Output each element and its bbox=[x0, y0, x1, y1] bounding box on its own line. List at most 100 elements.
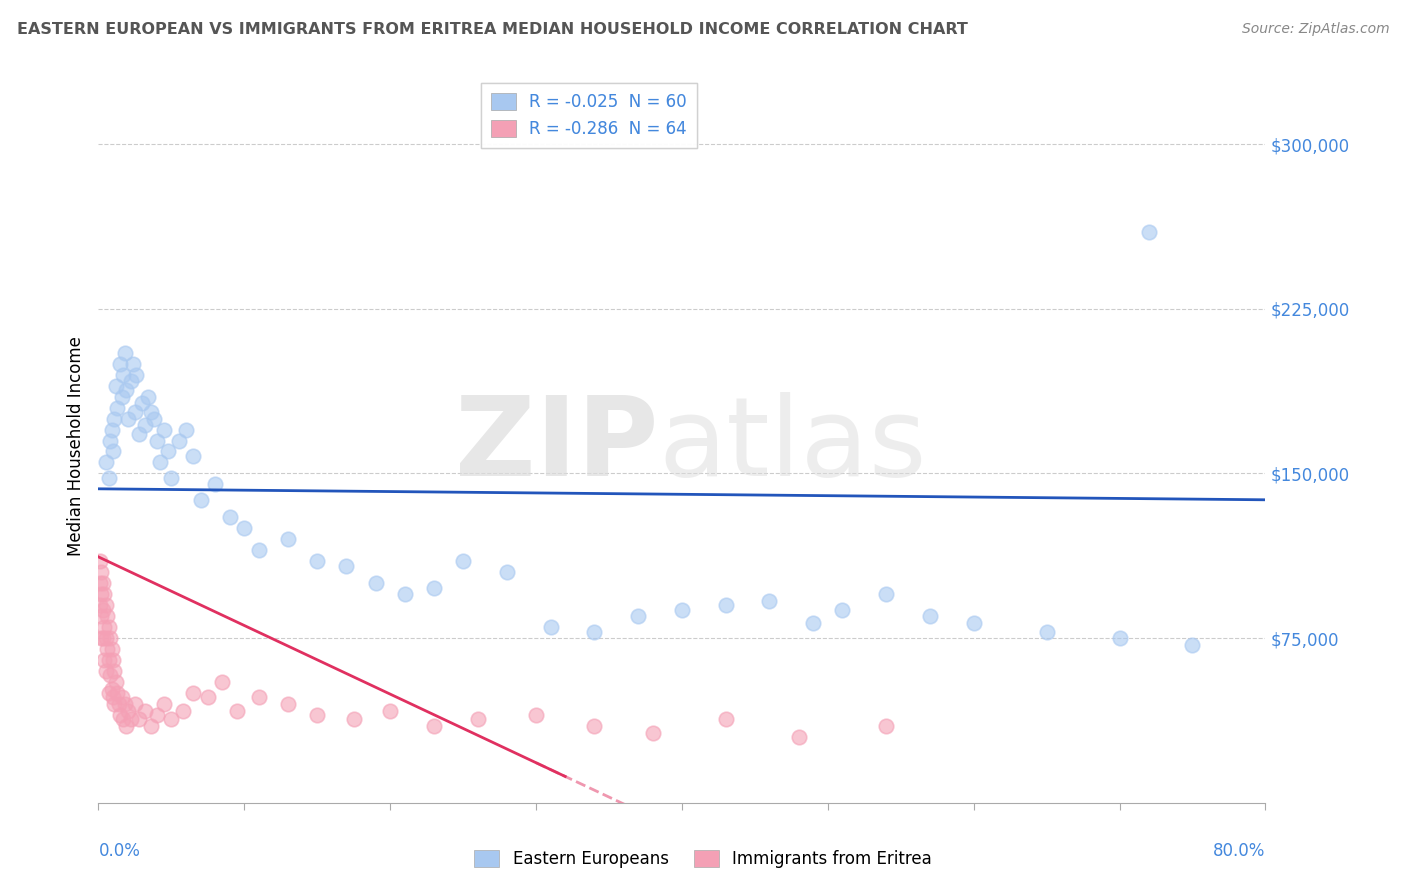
Point bbox=[139, 405, 162, 419]
Point bbox=[93, 653, 115, 667]
Point bbox=[97, 620, 120, 634]
Point bbox=[451, 554, 474, 568]
Point bbox=[114, 345, 136, 359]
Point bbox=[142, 411, 165, 425]
Point bbox=[146, 434, 169, 448]
Point bbox=[120, 712, 142, 726]
Point bbox=[181, 686, 204, 700]
Point bbox=[157, 444, 180, 458]
Text: atlas: atlas bbox=[658, 392, 927, 500]
Point bbox=[1035, 624, 1057, 639]
Point bbox=[247, 543, 270, 558]
Point bbox=[307, 708, 329, 723]
Point bbox=[343, 712, 366, 726]
Point bbox=[831, 602, 853, 616]
Point bbox=[131, 396, 153, 410]
Point bbox=[1108, 631, 1130, 645]
Point bbox=[94, 664, 117, 678]
Point bbox=[226, 704, 249, 718]
Point bbox=[627, 609, 650, 624]
Point bbox=[108, 697, 131, 711]
Point bbox=[146, 708, 169, 723]
Point bbox=[134, 704, 156, 718]
Point bbox=[110, 708, 132, 723]
Point bbox=[104, 378, 127, 392]
Point bbox=[120, 374, 142, 388]
Text: EASTERN EUROPEAN VS IMMIGRANTS FROM ERITREA MEDIAN HOUSEHOLD INCOME CORRELATION : EASTERN EUROPEAN VS IMMIGRANTS FROM ERIT… bbox=[17, 22, 967, 37]
Point bbox=[394, 587, 416, 601]
Point bbox=[801, 615, 824, 630]
Point bbox=[233, 521, 256, 535]
Point bbox=[89, 576, 111, 591]
Point bbox=[98, 668, 121, 682]
Point bbox=[190, 492, 212, 507]
Point bbox=[496, 566, 519, 580]
Point bbox=[110, 357, 132, 371]
Point bbox=[875, 719, 897, 733]
Point bbox=[90, 631, 112, 645]
Text: ZIP: ZIP bbox=[456, 392, 658, 500]
Point bbox=[423, 719, 446, 733]
Point bbox=[277, 533, 299, 547]
Point bbox=[1181, 638, 1204, 652]
Text: 0.0%: 0.0% bbox=[98, 842, 141, 860]
Point bbox=[583, 719, 606, 733]
Point bbox=[91, 602, 114, 616]
Point bbox=[94, 598, 117, 612]
Legend: R = -0.025  N = 60, R = -0.286  N = 64: R = -0.025 N = 60, R = -0.286 N = 64 bbox=[481, 83, 696, 148]
Point bbox=[114, 697, 136, 711]
Point bbox=[1137, 225, 1160, 239]
Point bbox=[153, 423, 176, 437]
Point bbox=[97, 686, 120, 700]
Point bbox=[962, 615, 984, 630]
Point bbox=[124, 405, 146, 419]
Point bbox=[787, 730, 810, 744]
Point bbox=[90, 609, 112, 624]
Point bbox=[583, 624, 606, 639]
Point bbox=[758, 594, 780, 608]
Point bbox=[211, 675, 233, 690]
Point bbox=[103, 664, 125, 678]
Point bbox=[91, 631, 114, 645]
Point bbox=[104, 675, 127, 690]
Point bbox=[105, 401, 128, 415]
Point bbox=[115, 719, 138, 733]
Point bbox=[100, 642, 122, 657]
Point bbox=[111, 690, 134, 705]
Point bbox=[101, 690, 124, 705]
Point bbox=[105, 686, 128, 700]
Point bbox=[174, 423, 197, 437]
Point bbox=[160, 471, 183, 485]
Point bbox=[247, 690, 270, 705]
Point bbox=[93, 620, 115, 634]
Legend: Eastern Europeans, Immigrants from Eritrea: Eastern Europeans, Immigrants from Eritr… bbox=[468, 843, 938, 875]
Text: Source: ZipAtlas.com: Source: ZipAtlas.com bbox=[1241, 22, 1389, 37]
Point bbox=[714, 712, 737, 726]
Point bbox=[94, 455, 117, 469]
Point bbox=[134, 418, 156, 433]
Point bbox=[364, 576, 387, 591]
Point bbox=[918, 609, 941, 624]
Point bbox=[93, 587, 115, 601]
Point bbox=[111, 390, 134, 404]
Point bbox=[153, 697, 176, 711]
Point bbox=[671, 602, 693, 616]
Point bbox=[124, 697, 146, 711]
Point bbox=[128, 426, 150, 441]
Point bbox=[115, 383, 138, 397]
Point bbox=[112, 712, 135, 726]
Point bbox=[139, 719, 162, 733]
Point bbox=[98, 631, 121, 645]
Y-axis label: Median Household Income: Median Household Income bbox=[66, 336, 84, 556]
Point bbox=[160, 712, 183, 726]
Point bbox=[875, 587, 897, 601]
Point bbox=[172, 704, 194, 718]
Point bbox=[277, 697, 299, 711]
Point bbox=[307, 554, 329, 568]
Point bbox=[204, 477, 226, 491]
Point bbox=[101, 653, 124, 667]
Point bbox=[90, 587, 112, 601]
Point bbox=[524, 708, 547, 723]
Point bbox=[540, 620, 562, 634]
Point bbox=[98, 434, 121, 448]
